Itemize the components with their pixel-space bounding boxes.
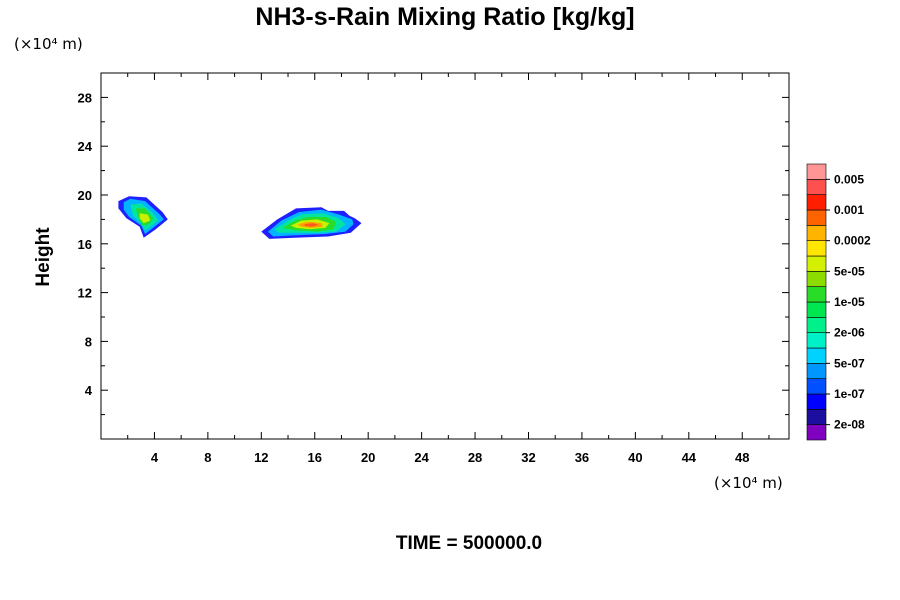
colorbar-swatch xyxy=(806,255,827,272)
x-tick-label: 12 xyxy=(254,450,268,465)
y-axis-unit: (×10⁴ m) xyxy=(14,35,83,53)
colorbar-label: 1e-05 xyxy=(834,295,865,309)
colorbar-swatch xyxy=(806,271,827,287)
colorbar-swatch xyxy=(806,209,827,226)
x-tick-label: 32 xyxy=(521,450,535,465)
colorbar-swatch xyxy=(806,286,827,303)
colorbar-swatch xyxy=(806,240,827,257)
colorbar-swatch xyxy=(806,317,827,333)
colorbar-label: 0.001 xyxy=(834,203,864,217)
colorbar-label: 1e-07 xyxy=(834,387,865,401)
x-tick-label: 4 xyxy=(151,450,159,465)
colorbar-label: 2e-06 xyxy=(834,326,865,340)
colorbar-swatch xyxy=(806,332,827,349)
colorbar-swatch xyxy=(806,225,827,241)
x-tick-label: 28 xyxy=(468,450,482,465)
x-tick-label: 20 xyxy=(361,450,375,465)
x-tick-label: 8 xyxy=(204,450,211,465)
x-tick-label: 24 xyxy=(414,450,429,465)
colorbar-label: 0.005 xyxy=(834,172,864,186)
colorbar-label: 5e-05 xyxy=(834,264,865,278)
colorbar-swatch xyxy=(806,378,827,395)
y-tick-label: 8 xyxy=(85,334,92,349)
x-tick-label: 36 xyxy=(575,450,589,465)
contour-region xyxy=(139,213,151,224)
y-tick-label: 16 xyxy=(78,237,92,252)
colorbar-swatch xyxy=(806,393,827,410)
y-tick-label: 28 xyxy=(78,90,92,105)
colorbar-swatch xyxy=(806,163,827,180)
colorbar-swatch xyxy=(806,363,827,379)
chart-title: NH3-s-Rain Mixing Ratio [kg/kg] xyxy=(255,3,634,31)
colorbar-swatch xyxy=(806,179,827,195)
x-tick-label: 48 xyxy=(735,450,749,465)
y-tick-label: 12 xyxy=(78,286,92,301)
x-tick-label: 44 xyxy=(682,450,697,465)
y-tick-label: 20 xyxy=(78,188,92,203)
colorbar-label: 2e-08 xyxy=(834,418,865,432)
colorbar-label: 0.0002 xyxy=(834,234,871,248)
colorbar-swatch xyxy=(806,347,827,364)
contour-region xyxy=(304,223,319,227)
colorbar-swatch xyxy=(806,409,827,425)
colorbar-label: 5e-07 xyxy=(834,356,865,370)
plot-area xyxy=(100,72,790,440)
y-tick-label: 4 xyxy=(85,383,93,398)
x-axis-unit: (×10⁴ m) xyxy=(714,474,783,492)
plot-frame xyxy=(100,72,790,440)
x-tick-label: 16 xyxy=(308,450,322,465)
colorbar-swatch xyxy=(806,194,827,211)
time-label: TIME = 500000.0 xyxy=(396,533,542,554)
x-tick-label: 40 xyxy=(628,450,642,465)
colorbar-swatch xyxy=(806,301,827,318)
y-tick-label: 24 xyxy=(78,139,93,154)
colorbar: 2e-08 1e-07 5e-07 2e-06 1e-05 5e-05 0.0002 0.00… xyxy=(806,163,871,441)
x-axis: 4 8 12 16 20 24 28 32 36 40 44 48 xyxy=(127,73,770,465)
y-axis: 4 8 12 16 20 24 28 xyxy=(78,90,789,416)
y-axis-label: Height xyxy=(33,227,54,287)
colorbar-swatch xyxy=(806,424,827,441)
